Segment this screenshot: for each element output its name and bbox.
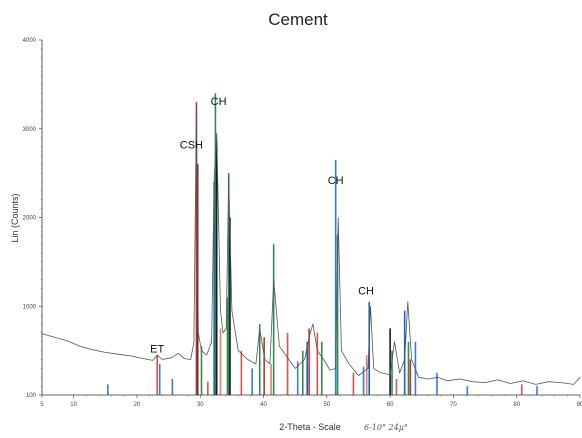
y-tick-label: 2000 [23, 216, 37, 222]
x-axis-label: 2-Theta - Scale [279, 422, 341, 432]
x-tick-label: 60 [387, 402, 394, 408]
peak-annotation: CH [328, 175, 344, 187]
peak-annotation: CSH [180, 139, 203, 151]
y-ticks: 100 1000 2000 3000 4000 [23, 38, 42, 399]
x-tick-label: 10 [70, 402, 77, 408]
y-tick-label: 3000 [23, 127, 37, 133]
x-tick-label: 90 [577, 402, 582, 408]
series-line [41, 106, 581, 385]
plot-frame [41, 40, 580, 396]
y-tick-label: 4000 [23, 38, 37, 44]
x-tick-label: 80 [513, 402, 520, 408]
x-tick-label: 30 [197, 402, 204, 408]
x-tick-label: 50 [323, 402, 330, 408]
peak-annotation: CH [211, 96, 227, 108]
chart-title: Cement [268, 10, 328, 29]
y-tick-label: 1000 [23, 304, 37, 310]
x-tick-label: 20 [134, 402, 141, 408]
y-axis-label: Lin (Counts) [10, 193, 20, 242]
x-tick-label: 40 [260, 402, 267, 408]
x-tick-label: 70 [450, 402, 457, 408]
x-ticks: 5 10 20 30 40 50 60 70 80 90 [40, 395, 582, 408]
y-tick-label: 100 [26, 393, 37, 399]
reference-peaks [107, 93, 538, 395]
handwritten-note: 6-10° 24µ° [364, 423, 408, 432]
x-tick-label: 5 [40, 402, 44, 408]
peak-annotation: CH [358, 286, 374, 298]
series-layer [41, 106, 581, 385]
peak-annotation: ET [150, 343, 164, 355]
annotations: ET CSH CH CH CH [150, 96, 374, 356]
